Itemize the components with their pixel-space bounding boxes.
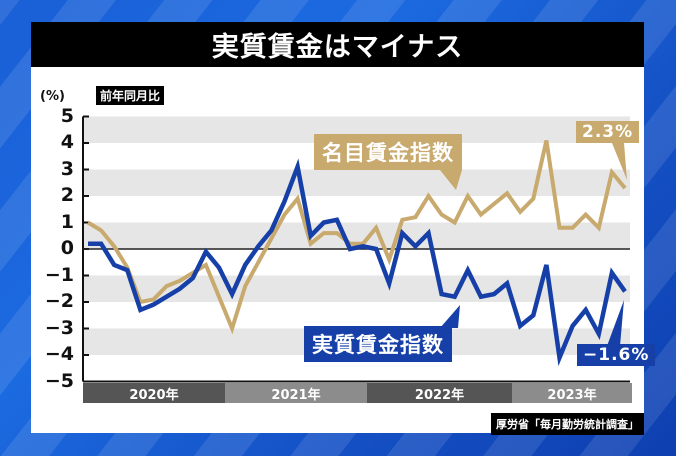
y-tick-label: 5 [60, 104, 74, 127]
year-band-2022: 2022年 [367, 383, 512, 403]
nominal-last-pointer [612, 143, 627, 180]
y-tick-label: −5 [44, 369, 74, 392]
grid-band [83, 169, 630, 196]
y-tick-label: 0 [60, 237, 74, 259]
title-text: 実質賃金はマイナス [211, 32, 464, 63]
year-label: 2023年 [547, 387, 597, 403]
real-wage-line [88, 158, 627, 367]
year-label: 2021年 [271, 387, 321, 403]
nominal-last-value-text: 2.3% [582, 122, 634, 142]
source-credit: 厚労省「毎月勤労統計調査」 [491, 413, 644, 435]
nominal-wage-callout: 名目賃金指数 [314, 134, 462, 170]
real-callout-pointer [440, 305, 460, 328]
y-tick-label: −4 [44, 343, 74, 365]
y-tick-label: 1 [60, 210, 74, 233]
year-label: 2022年 [414, 387, 465, 403]
y-tick-label: −1 [44, 263, 74, 286]
real-wage-callout: 実質賃金指数 [304, 326, 452, 362]
real-last-value-text: −1.6% [583, 345, 650, 365]
year-band-2021: 2021年 [225, 383, 367, 403]
year-band-2023: 2023年 [512, 383, 632, 403]
nominal-callout-pointer [440, 170, 462, 190]
real-last-pointer [607, 300, 624, 346]
y-tick-label: −2 [44, 290, 74, 312]
page-title: 実質賃金はマイナス [31, 22, 644, 67]
year-band-2020: 2020年 [83, 383, 225, 403]
year-label: 2020年 [129, 387, 179, 403]
y-tick-label: −3 [44, 316, 74, 339]
y-tick-label: 3 [60, 157, 74, 180]
nominal-wage-line [86, 139, 627, 335]
nominal-last-value: 2.3% [576, 121, 640, 143]
y-tick-label: 4 [60, 131, 74, 153]
real-wage-label: 実質賃金指数 [312, 333, 444, 357]
yoy-tag: 前年同月比 [96, 86, 165, 105]
nominal-wage-label: 名目賃金指数 [322, 141, 454, 165]
y-axis-unit: (%) [40, 89, 65, 104]
real-last-value: −1.6% [577, 344, 656, 366]
y-tick-label: 2 [60, 184, 74, 206]
